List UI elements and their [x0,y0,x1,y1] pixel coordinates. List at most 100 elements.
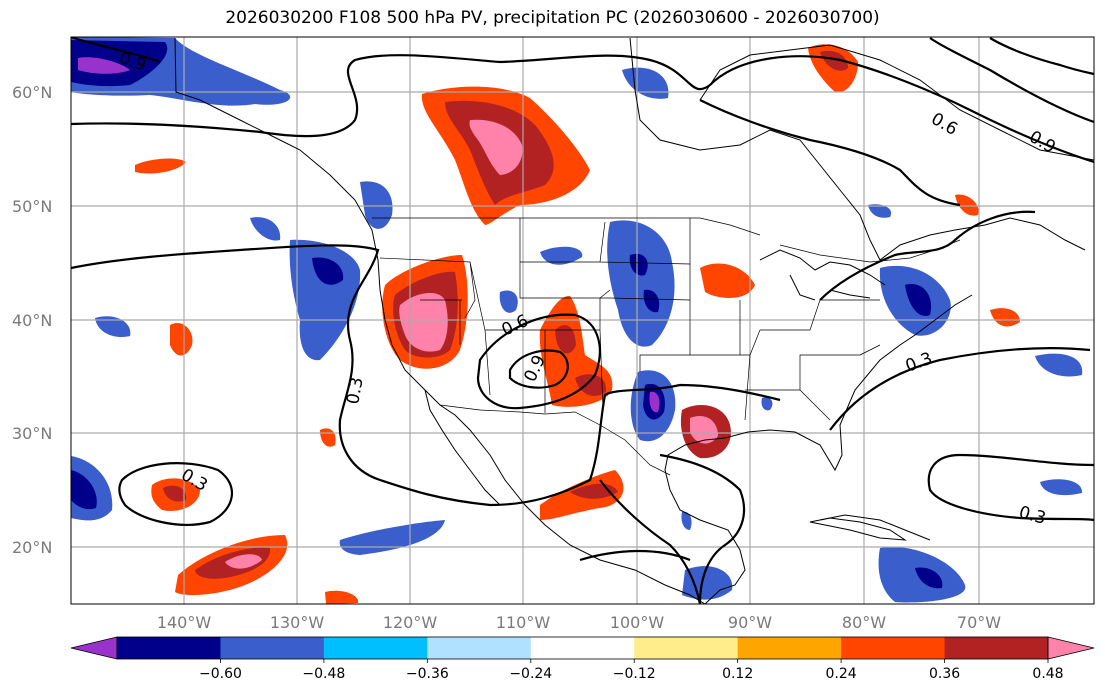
pv-contours [71,37,1094,604]
lon-label-100: 100°W [610,613,665,632]
colorbar-tick-label: −0.12 [613,666,656,682]
contour-pv-atlantic-south [927,453,1094,522]
anomaly-iowa-positive [700,263,755,298]
positive-anomaly-fields [135,44,1020,604]
anomaly-gulf-small [681,511,692,530]
coastline-baja [424,389,501,506]
coastline-arctic [699,44,1094,161]
contour-pv-northeast [819,210,1036,301]
contour-pv-west-trough [71,244,781,507]
anomaly-offshore-small [250,217,281,241]
anomaly-northeast-core [905,284,932,316]
anomaly-westpacific-core [71,470,97,510]
colorbar-tick-label: 0.36 [929,666,960,682]
contour-pv-alaska-north [71,37,161,64]
colorbar-right-outline [1047,636,1095,660]
colorbar-segment [323,637,428,659]
anomaly-hawaii-north [170,322,193,356]
colorbar-tick-label: 0.12 [722,666,753,682]
colorbar: −0.60 −0.48 −0.36 −0.24 −0.12 0.12 0.24 0.36 0.4… [70,636,1095,682]
graticule [71,37,1094,604]
contour-pv-southwest [476,313,601,410]
lon-label-110: 110°W [496,613,551,632]
map-area: 0.9 0.6 0.9 0.6 0.9 0.3 0.3 0.3 0.3 [71,37,1094,604]
colorbar-ticks [220,659,1049,663]
anomaly-texas-min [649,391,660,413]
anomaly-mexico-tiny [325,590,359,604]
colorbar-tick-label: −0.60 [199,666,242,682]
contour-pv-eastcoast [659,453,745,604]
lat-label-40: 40°N [12,311,52,330]
anomaly-pacific-small [95,316,131,338]
contour-pv-labrador [929,37,1094,124]
contour-pv-southwest-inner [508,349,569,389]
colorbar-segment [944,637,1049,659]
coastlines [174,37,1094,604]
lon-label-120: 120°W [383,613,438,632]
coastline-gulf [664,294,973,604]
colorbar-tick-label: 0.24 [826,666,857,682]
latitude-labels: 60°N 50°N 40°N 30°N 20°N [12,83,52,557]
anomaly-atlantic-positive [990,308,1020,327]
coastline-cuba [809,517,907,541]
border-central-states [639,218,881,421]
border-west-states [379,218,691,413]
anomaly-utah-small [499,290,518,313]
lon-label-140: 140°W [157,613,212,632]
anomaly-miss-small [761,397,773,411]
anomaly-plains-core2 [643,289,660,313]
colorbar-segment [427,637,532,659]
anomaly-colorado-small [540,246,583,265]
lon-label-70: 70°W [957,613,1001,632]
lon-label-90: 90°W [728,613,772,632]
border-us-mexico [439,404,671,476]
contour-pv-alaska [71,54,1094,164]
colorbar-segment [220,637,325,659]
colorbar-tick-label: 0.48 [1032,666,1063,682]
anomaly-quebec-mid [820,50,848,71]
anomaly-atlantic-small [1040,479,1083,496]
lat-label-50: 50°N [12,197,52,216]
anomaly-plains-negative [607,220,675,347]
anomaly-alaska-positive [135,158,186,174]
colorbar-tick-labels: −0.60 −0.48 −0.36 −0.24 −0.12 0.12 0.24 0.36 0.4… [199,666,1064,682]
contour-pv-gulf-loop [599,479,702,604]
colorbar-segment [737,637,842,659]
anomaly-southpacific-max [225,554,262,569]
state-borders [372,217,961,476]
anomaly-newmexico-mid1 [555,325,576,354]
contour-pv-greenland [989,37,1094,76]
anomaly-bc-small [360,181,393,229]
contour-pv-caribbean [579,549,691,562]
anomaly-canada-max [469,119,523,175]
contour-pv-atlantic [829,346,1091,431]
negative-anomaly-fields [71,37,1083,603]
colorbar-segment [530,637,635,659]
colorbar-segment [841,637,946,659]
coastline-pacific [174,37,706,604]
longitude-labels: 140°W 130°W 120°W 110°W 100°W 90°W 80°W … [157,613,1001,632]
anomaly-atlantic-negative [1035,353,1083,377]
anomaly-california-max [399,292,448,352]
colorbar-left-outline [70,636,118,660]
map-title: 2026030200 F108 500 hPa PV, precipitatio… [225,8,880,28]
anomaly-hawaii-mid [163,485,187,502]
coastline-greatlakes [759,249,886,301]
lat-label-20: 20°N [12,538,52,557]
anomaly-pnw-core [312,257,344,285]
coastline-eastcanada [879,217,1086,261]
anomaly-texas-max [690,416,718,444]
anomaly-greatlakes-small [868,204,892,218]
contour-pv-hawaii [118,462,234,526]
lat-label-60: 60°N [12,83,52,102]
anomaly-mexico-south [339,520,445,555]
colorbar-tick-label: −0.48 [302,666,345,682]
anomaly-alaska-core [71,40,168,87]
colorbar-segment [634,637,739,659]
coastline-caribbean [819,514,931,541]
colorbar-right-extension [1048,637,1094,659]
colorbar-tick-label: −0.24 [509,666,552,682]
anomaly-pnw-negative [289,239,361,361]
colorbar-segments [117,637,1049,659]
